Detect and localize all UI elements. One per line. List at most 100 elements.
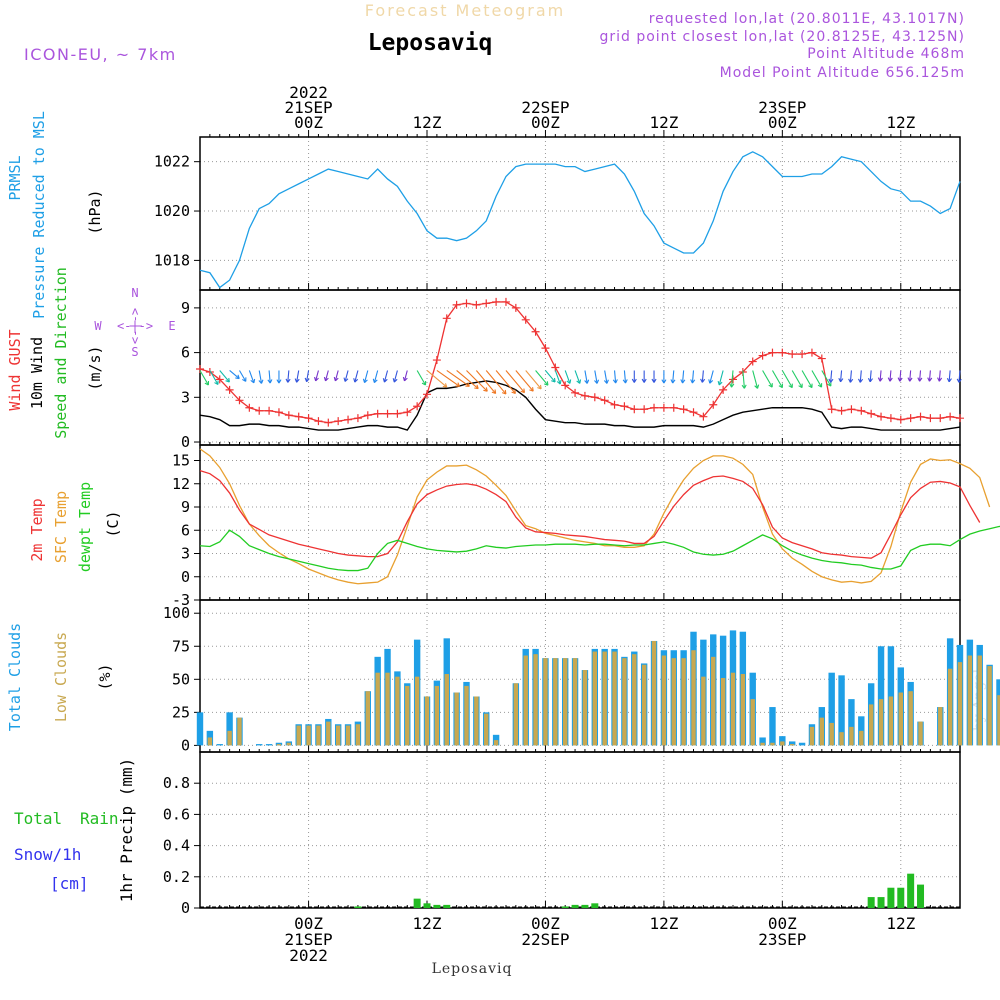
y-tick-label: 9 [181, 498, 190, 516]
gust-marker [650, 403, 659, 412]
low-cloud-bar [829, 722, 834, 746]
low-cloud-bar [691, 650, 696, 746]
wind-arrow [752, 370, 760, 389]
wind-arrow-shaft [393, 370, 398, 383]
low-cloud-bar [227, 730, 232, 746]
wind-arrow-shaft [821, 370, 832, 387]
y-tick-label: 12 [172, 475, 190, 493]
wind-arrow-shaft [709, 370, 714, 384]
wind-arrow [505, 370, 526, 394]
low-cloud-bar [375, 672, 380, 746]
rain-bar [907, 873, 915, 908]
wind-arrow [209, 370, 219, 385]
wind-arrow-shaft [909, 370, 912, 382]
gust-marker [501, 297, 510, 306]
rain-bar [443, 904, 451, 908]
top-time-label: 12Z [649, 113, 678, 132]
wind-arrow [485, 370, 507, 395]
wind-arrow [564, 370, 572, 384]
wind-arrow-shaft [771, 370, 783, 388]
total-cloud-bar [265, 744, 273, 746]
wind-arrow-head [827, 382, 832, 387]
wind-arrow [897, 370, 903, 382]
wind-arrow-head [708, 379, 714, 384]
wind-arrow-head [474, 384, 479, 390]
wind-arrow [466, 370, 488, 392]
wind-arrow-shaft [859, 370, 862, 383]
gust-marker [393, 409, 402, 418]
wind-arrow [708, 370, 714, 384]
wind-arrow-shaft [791, 370, 803, 388]
wind-arrow-shaft [475, 370, 497, 394]
bottom-time-label: 12Z [886, 914, 915, 933]
wind-arrow [353, 370, 359, 383]
wind-arrow [956, 370, 962, 383]
wind-arrow-head [927, 377, 933, 382]
gust-marker [778, 348, 787, 357]
gust-marker [492, 297, 501, 306]
wind-arrow-shaft [762, 370, 773, 388]
wind-arrow-head [566, 379, 572, 384]
wind-arrow [741, 370, 747, 389]
low-cloud-bar [444, 674, 449, 746]
precip-unit: 1hr Precip (mm) [117, 758, 136, 903]
rain-bar [581, 904, 589, 908]
gust-marker [946, 412, 955, 421]
wind-arrow-head [491, 389, 497, 394]
wind-speed-dir-label: Speed and Direction [52, 267, 70, 439]
wind-arrow-head [768, 383, 773, 388]
low-cloud-bar [839, 732, 844, 746]
model-altitude: Model Point Altitude 656.125m [720, 65, 965, 81]
low-cloud-bar [414, 676, 420, 746]
wind-arrow-shaft [436, 370, 460, 387]
wind-arrow-head [529, 387, 534, 392]
wind-arrow-shaft [752, 370, 759, 389]
gust-marker [432, 356, 441, 365]
wind-arrow-head [214, 380, 219, 385]
top-time-label: 22SEP [521, 98, 569, 117]
wind-arrow-shaft [426, 370, 448, 388]
gust-marker [284, 411, 293, 420]
wind-arrow-head [353, 378, 359, 383]
total-cloud-bar [828, 672, 835, 746]
wind-arrow [848, 370, 854, 383]
wind-arrow [229, 370, 240, 380]
wind-arrow-shaft [718, 370, 724, 386]
wind-arrow-head [576, 379, 582, 384]
wind-arrow-head [235, 374, 240, 380]
gust-marker [689, 408, 698, 417]
low-cloud-bar [237, 717, 242, 746]
low-cloud-bar [306, 725, 311, 746]
low-cloud-bar [405, 685, 410, 746]
temp2m-line [199, 469, 981, 559]
wind-arrow-head [343, 377, 349, 382]
total-rain-label-a: Total [14, 809, 62, 828]
wind-arrow-head [242, 377, 247, 382]
wind-arrow-head [543, 381, 549, 386]
wind-arrow-head [511, 389, 516, 394]
wind-arrow-head [294, 378, 300, 383]
wind-arrow [545, 370, 556, 383]
gust-marker [255, 406, 264, 415]
wind-arrow-head [520, 388, 526, 394]
gust-marker [590, 393, 599, 402]
wind-arrow [416, 370, 427, 386]
gust-marker [857, 406, 866, 415]
total-cloud-bar [838, 675, 845, 746]
wind-arrow-head [867, 378, 873, 383]
wind-arrow-shaft [958, 370, 961, 383]
low-cloud-bar [513, 683, 519, 746]
wind-arrow-head [537, 384, 542, 390]
bottom-time-label: 00Z [294, 914, 323, 933]
wind-arrow-head [612, 379, 618, 384]
wind-arrow-head [556, 379, 562, 385]
gust-marker [817, 354, 826, 363]
wind-arrow [239, 370, 247, 382]
wind-arrow-head [594, 379, 600, 384]
wind-arrow [887, 370, 893, 382]
wind-arrow-head [225, 377, 230, 383]
model-name: ICON-EU, ~ 7km [24, 45, 177, 64]
y-tick-label: 25 [172, 703, 190, 721]
gust-line [199, 301, 961, 424]
low-cloud-bar [661, 655, 667, 746]
